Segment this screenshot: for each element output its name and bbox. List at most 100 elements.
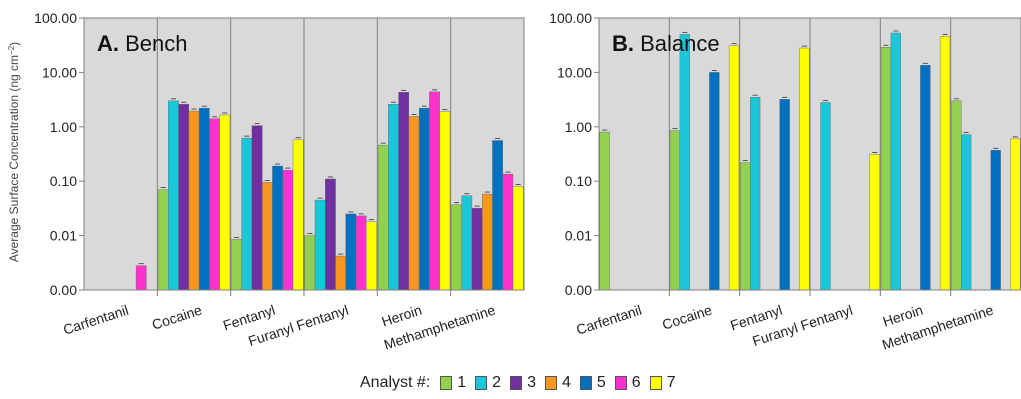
x-tick-label: Cocaine: [150, 302, 204, 333]
bar-methamphetamine-1: [451, 204, 462, 291]
bar-methamphetamine-2: [461, 195, 473, 291]
x-tick-label: Carfentanil: [61, 302, 130, 338]
legend-item-7: 7: [649, 374, 676, 392]
y-tick-label: 1.00: [50, 119, 77, 135]
bar-cocaine-5: [198, 107, 210, 291]
bar-cocaine-7: [219, 114, 231, 291]
legend-item-2: 2: [475, 374, 501, 392]
y-tick-label: 0.01: [565, 228, 592, 244]
x-tick-label: Cocaine: [660, 302, 714, 333]
legend-swatch-4: [544, 376, 557, 390]
bar-methamphetamine-7: [1010, 138, 1021, 291]
chart-canvas: 100.00 10.00 1.00 0.10 0.01 0.00 Carfentanil Co…: [7, 10, 1021, 353]
legend: Analyst #: 1 2 3 4 5 6 7: [360, 372, 685, 394]
bar-heroin-2: [388, 104, 399, 291]
bar-heroin-1: [377, 144, 389, 291]
x-tick-label: Carfentanil: [574, 302, 643, 338]
bar-furanyl-fentanyl-2: [820, 102, 831, 291]
panel-title-prefix: B.: [612, 31, 640, 56]
bar-furanyl-fentanyl-7: [366, 221, 377, 291]
panel-title-name: Balance: [640, 31, 720, 56]
bar-cocaine-1: [669, 130, 681, 291]
bar-fentanyl-7: [799, 47, 810, 291]
bar-heroin-5: [920, 65, 931, 291]
bar-fentanyl-5: [779, 99, 790, 291]
legend-label-7: 7: [666, 374, 676, 391]
chart-panel-bench: 100.00 10.00 1.00 0.10 0.01 0.00 Carfentanil Co…: [7, 10, 525, 353]
legend-swatch-3: [510, 376, 523, 390]
bar-carfentanil-6: [135, 265, 147, 291]
bar-fentanyl-5: [272, 165, 283, 291]
legend-label-3: 3: [527, 374, 536, 391]
y-axis-label-main: Average Surface Concentration (ng cm: [7, 55, 21, 262]
bar-fentanyl-1: [231, 239, 242, 291]
panel-title-prefix: A.: [97, 31, 125, 56]
legend-swatch-5: [579, 376, 592, 390]
legend-item-4: 4: [544, 374, 571, 392]
bar-methamphetamine-3: [471, 207, 483, 291]
legend-swatch-6: [614, 376, 627, 390]
bar-furanyl-fentanyl-3: [325, 178, 336, 291]
y-tick-label: 100.00: [34, 10, 77, 26]
y-tick-label: 0.00: [565, 282, 592, 298]
y-tick-label: 0.10: [565, 173, 592, 189]
y-axis-label-sup: −2: [7, 45, 16, 55]
bar-methamphetamine-1: [951, 100, 962, 291]
plot-frame: [598, 17, 1021, 291]
y-tick-label: 100.00: [549, 10, 592, 26]
bar-heroin-2: [890, 32, 901, 291]
bar-methamphetamine-7: [512, 186, 524, 291]
y-tick-label: 10.00: [42, 64, 77, 80]
bar-methamphetamine-5: [492, 140, 503, 291]
bar-fentanyl-2: [241, 137, 253, 291]
bar-fentanyl-1: [740, 162, 751, 291]
bar-heroin-4: [408, 116, 420, 291]
bar-furanyl-fentanyl-6: [355, 215, 367, 291]
legend-label-4: 4: [561, 374, 571, 391]
legend-swatch-1: [440, 376, 453, 390]
y-axis-label: Average Surface Concentration (ng cm−2): [7, 42, 22, 262]
bar-cocaine-5: [709, 72, 720, 291]
chart-panel-balance: 100.00 10.00 1.00 0.10 0.01 0.00 Carfentanil Co…: [549, 10, 1021, 353]
bar-cocaine-7: [728, 45, 740, 291]
legend-label-2: 2: [492, 374, 502, 391]
bar-heroin-7: [439, 111, 451, 291]
legend-item-5: 5: [579, 374, 606, 392]
y-tick-label: 1.00: [565, 119, 592, 135]
bar-heroin-3: [398, 92, 410, 291]
legend-item-6: 6: [614, 374, 641, 392]
bar-fentanyl-3: [251, 125, 263, 291]
legend-item-1: 1: [440, 374, 466, 392]
bar-furanyl-fentanyl-1: [304, 235, 316, 291]
bar-methamphetamine-4: [482, 193, 493, 291]
legend-title: Analyst #:: [360, 374, 431, 391]
legend-label-1: 1: [457, 374, 467, 391]
bar-cocaine-1: [157, 189, 169, 291]
bar-furanyl-fentanyl-7: [869, 154, 880, 291]
bar-heroin-7: [939, 36, 951, 291]
bar-fentanyl-2: [750, 97, 761, 291]
bar-carfentanil-1: [599, 131, 610, 291]
bar-fentanyl-6: [282, 169, 294, 291]
y-tick-label: 0.00: [50, 282, 77, 298]
bar-fentanyl-4: [262, 182, 273, 291]
bar-furanyl-fentanyl-5: [345, 213, 357, 291]
plot-frame: [83, 17, 525, 291]
panel-title-name: Bench: [125, 31, 187, 56]
bar-heroin-6: [429, 91, 440, 291]
bar-methamphetamine-2: [961, 134, 972, 291]
legend-swatch-2: [475, 376, 488, 390]
bar-cocaine-2: [168, 100, 179, 291]
panel-title: B. Balance: [612, 31, 720, 56]
legend-item-3: 3: [510, 374, 536, 392]
panel-title: A. Bench: [97, 31, 188, 56]
y-axis-label-close: ): [7, 42, 21, 46]
legend-swatch-7: [649, 376, 662, 390]
y-tick-label: 0.10: [50, 173, 77, 189]
bar-cocaine-4: [188, 110, 200, 291]
bar-fentanyl-7: [292, 139, 304, 291]
bar-furanyl-fentanyl-4: [335, 255, 346, 291]
legend-label-6: 6: [631, 374, 641, 391]
y-tick-label: 10.00: [557, 64, 592, 80]
bar-methamphetamine-5: [990, 150, 1001, 291]
